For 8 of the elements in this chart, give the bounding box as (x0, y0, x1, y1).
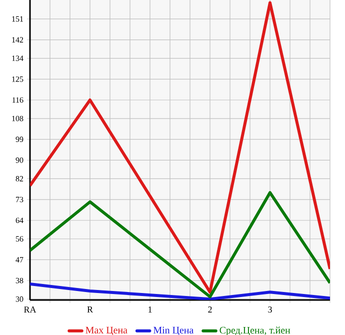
x-tick-label: 2 (208, 306, 212, 312)
line-series (30, 1, 330, 294)
x-tick-label: RA (24, 306, 36, 312)
line-series (30, 191, 330, 298)
x-tick-label: 1 (148, 306, 152, 312)
x-tick-label: R (87, 306, 93, 312)
legend-label: Max Цена (86, 326, 128, 335)
x-tick-label: 3 (268, 306, 272, 313)
